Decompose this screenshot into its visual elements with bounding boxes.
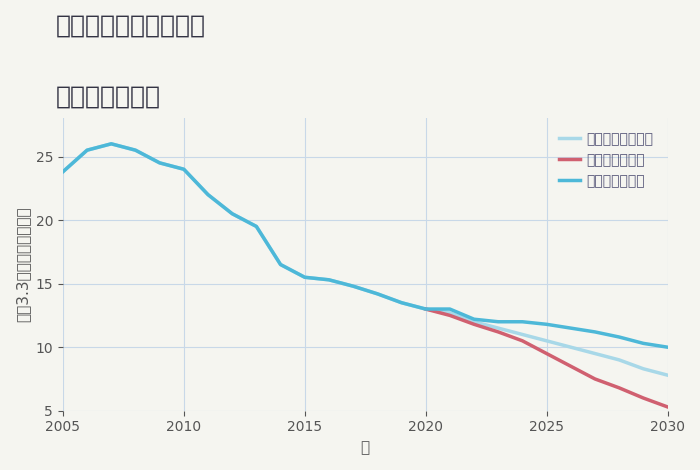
バッドシナリオ — [591, 376, 599, 382]
グッドシナリオ — [518, 319, 526, 325]
ノーマルシナリオ — [180, 166, 188, 172]
グッドシナリオ — [542, 321, 551, 327]
ノーマルシナリオ — [664, 372, 672, 378]
バッドシナリオ — [615, 385, 623, 391]
グッドシナリオ — [132, 148, 140, 153]
グッドシナリオ — [300, 274, 309, 280]
グッドシナリオ — [349, 283, 357, 289]
ノーマルシナリオ — [204, 192, 212, 197]
ノーマルシナリオ — [373, 291, 382, 297]
バッドシナリオ — [446, 313, 454, 318]
Text: 土地の価格推移: 土地の価格推移 — [56, 85, 161, 109]
X-axis label: 年: 年 — [360, 440, 370, 455]
ノーマルシナリオ — [83, 148, 91, 153]
グッドシナリオ — [59, 169, 67, 174]
ノーマルシナリオ — [518, 332, 526, 337]
バッドシナリオ — [494, 329, 503, 335]
Line: グッドシナリオ: グッドシナリオ — [63, 144, 668, 347]
グッドシナリオ — [591, 329, 599, 335]
ノーマルシナリオ — [349, 283, 357, 289]
ノーマルシナリオ — [591, 351, 599, 356]
バッドシナリオ — [566, 363, 575, 369]
グッドシナリオ — [639, 341, 648, 346]
ノーマルシナリオ — [494, 325, 503, 331]
グッドシナリオ — [276, 262, 285, 267]
Line: バッドシナリオ: バッドシナリオ — [426, 309, 668, 407]
バッドシナリオ — [664, 404, 672, 410]
Line: ノーマルシナリオ: ノーマルシナリオ — [63, 144, 668, 375]
Y-axis label: 坪（3.3㎡）単価（万円）: 坪（3.3㎡）単価（万円） — [15, 207, 30, 322]
ノーマルシナリオ — [421, 306, 430, 312]
バッドシナリオ — [639, 395, 648, 401]
グッドシナリオ — [398, 300, 406, 306]
グッドシナリオ — [180, 166, 188, 172]
ノーマルシナリオ — [542, 338, 551, 344]
ノーマルシナリオ — [228, 211, 237, 217]
グッドシナリオ — [421, 306, 430, 312]
ノーマルシナリオ — [252, 224, 260, 229]
グッドシナリオ — [373, 291, 382, 297]
Text: 三重県伊賀市中柘植の: 三重県伊賀市中柘植の — [56, 14, 206, 38]
グッドシナリオ — [494, 319, 503, 325]
グッドシナリオ — [446, 306, 454, 312]
グッドシナリオ — [664, 345, 672, 350]
グッドシナリオ — [470, 316, 478, 322]
ノーマルシナリオ — [325, 277, 333, 282]
ノーマルシナリオ — [276, 262, 285, 267]
ノーマルシナリオ — [398, 300, 406, 306]
ノーマルシナリオ — [470, 319, 478, 325]
グッドシナリオ — [204, 192, 212, 197]
ノーマルシナリオ — [446, 310, 454, 316]
グッドシナリオ — [325, 277, 333, 282]
グッドシナリオ — [228, 211, 237, 217]
ノーマルシナリオ — [107, 141, 116, 147]
バッドシナリオ — [542, 351, 551, 356]
グッドシナリオ — [252, 224, 260, 229]
グッドシナリオ — [83, 148, 91, 153]
バッドシナリオ — [518, 338, 526, 344]
ノーマルシナリオ — [615, 357, 623, 363]
Legend: ノーマルシナリオ, バッドシナリオ, グッドシナリオ: ノーマルシナリオ, バッドシナリオ, グッドシナリオ — [552, 125, 661, 195]
ノーマルシナリオ — [155, 160, 164, 166]
グッドシナリオ — [566, 325, 575, 331]
バッドシナリオ — [470, 321, 478, 327]
グッドシナリオ — [155, 160, 164, 166]
ノーマルシナリオ — [132, 148, 140, 153]
ノーマルシナリオ — [639, 366, 648, 372]
ノーマルシナリオ — [59, 169, 67, 174]
ノーマルシナリオ — [566, 345, 575, 350]
ノーマルシナリオ — [300, 274, 309, 280]
グッドシナリオ — [615, 334, 623, 340]
グッドシナリオ — [107, 141, 116, 147]
バッドシナリオ — [421, 306, 430, 312]
